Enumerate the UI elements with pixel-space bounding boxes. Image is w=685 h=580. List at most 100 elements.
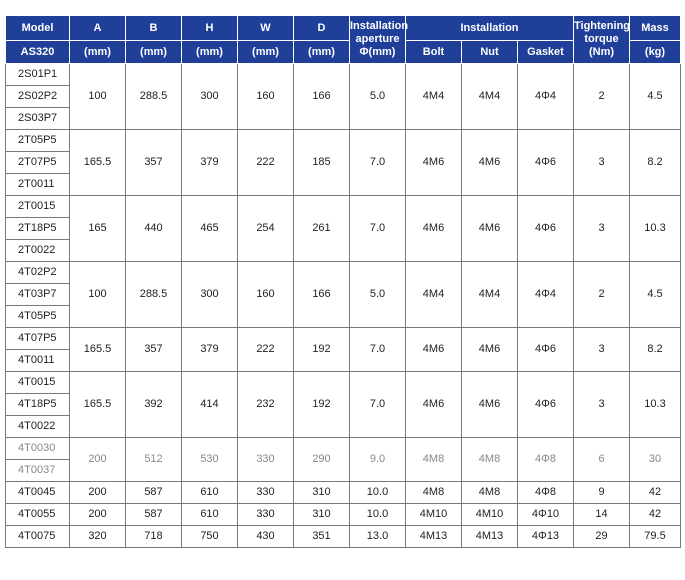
nut-cell: 4M4: [461, 261, 518, 328]
mass-cell: 4.5: [629, 63, 681, 130]
table-row: 2S02P2: [5, 85, 681, 108]
mass-cell: 10.3: [629, 371, 681, 438]
table-row: 4T0055 200 587 610 330 310 10.0 4M10 4M10 4Φ10 14 4…: [5, 503, 681, 526]
h-header: H: [181, 15, 238, 41]
table-row: 4T0075 320 718 750 430 351 13.0 4M13 4M13 4Φ13 29 7…: [5, 525, 681, 548]
a-cell: 100: [69, 63, 126, 130]
nut-cell: 4M8: [461, 481, 518, 504]
nut-cell: 4M8: [461, 437, 518, 482]
h-cell: 300: [181, 63, 238, 130]
model-cell: 4T0030: [5, 437, 70, 460]
h-cell: 300: [181, 261, 238, 328]
h-cell: 610: [181, 503, 238, 526]
model-cell: 4T03P7: [5, 283, 70, 306]
table-row: 2T0011: [5, 173, 681, 196]
table-row: 4T0011: [5, 349, 681, 372]
model-cell: 2T0015: [5, 195, 70, 218]
mass-cell: 42: [629, 481, 681, 504]
aperture-header: Installation aperture Φ(mm): [349, 15, 408, 64]
table-row: 4T0015 165.5 392 414 232 192 7.0 4M6 4M6 4Φ6 3 10.3: [5, 371, 681, 438]
h-cell: 465: [181, 195, 238, 262]
aperture-cell: 5.0: [349, 261, 406, 328]
mass-cell: 79.5: [629, 525, 681, 548]
installation-header: Installation: [405, 15, 574, 41]
b-cell: 392: [125, 371, 182, 438]
d-cell: 192: [293, 371, 350, 438]
model-sub-header: AS320: [5, 40, 70, 64]
b-cell: 357: [125, 129, 182, 196]
mass-header: Mass: [629, 15, 681, 41]
gasket-cell: 4Φ8: [517, 481, 574, 504]
b-cell: 288.5: [125, 261, 182, 328]
w-cell: 430: [237, 525, 294, 548]
w-unit: (mm): [237, 40, 294, 64]
model-header: Model: [5, 15, 70, 41]
d-header: D: [293, 15, 350, 41]
bolt-cell: 4M6: [405, 327, 462, 372]
table-row: 2T0015 165 440 465 254 261 7.0 4M6 4M6 4Φ6 3 10.3: [5, 195, 681, 262]
b-cell: 587: [125, 481, 182, 504]
aperture-cell: 5.0: [349, 63, 406, 130]
nut-cell: 4M10: [461, 503, 518, 526]
w-cell: 330: [237, 503, 294, 526]
nut-cell: 4M6: [461, 195, 518, 262]
mass-cell: 4.5: [629, 261, 681, 328]
table-row: 4T02P2 100 288.5 300 160 166 5.0 4M4 4M4 4Φ4 2 4.5: [5, 261, 681, 328]
d-unit: (mm): [293, 40, 350, 64]
model-cell: 4T0022: [5, 415, 70, 438]
d-cell: 166: [293, 261, 350, 328]
d-cell: 261: [293, 195, 350, 262]
dimension-spec-table: Model A B H W D Installation aperture Φ(…: [5, 15, 681, 548]
model-cell: 4T18P5: [5, 393, 70, 416]
table-row: 4T0022: [5, 415, 681, 438]
mass-cell: 30: [629, 437, 681, 482]
d-cell: 351: [293, 525, 350, 548]
h-unit: (mm): [181, 40, 238, 64]
a-cell: 165.5: [69, 371, 126, 438]
torque-header-unit: (Nm): [588, 46, 615, 58]
w-cell: 330: [237, 437, 294, 482]
w-cell: 330: [237, 481, 294, 504]
torque-cell: 3: [573, 129, 630, 196]
b-header: B: [125, 15, 182, 41]
model-cell: 2T05P5: [5, 129, 70, 152]
aperture-cell: 13.0: [349, 525, 406, 548]
torque-header-line2: torque: [584, 33, 619, 45]
b-cell: 440: [125, 195, 182, 262]
torque-cell: 29: [573, 525, 630, 548]
model-cell: 2S02P2: [5, 85, 70, 108]
torque-cell: 6: [573, 437, 630, 482]
model-cell: 4T0045: [5, 481, 70, 504]
aperture-header-line3: Φ(mm): [359, 46, 396, 58]
d-cell: 290: [293, 437, 350, 482]
gasket-cell: 4Φ6: [517, 129, 574, 196]
torque-cell: 9: [573, 481, 630, 504]
model-cell: 4T07P5: [5, 327, 70, 350]
aperture-cell: 7.0: [349, 371, 406, 438]
torque-cell: 3: [573, 195, 630, 262]
bolt-cell: 4M8: [405, 437, 462, 482]
model-cell: 4T02P2: [5, 261, 70, 284]
b-cell: 288.5: [125, 63, 182, 130]
nut-cell: 4M6: [461, 371, 518, 438]
d-cell: 192: [293, 327, 350, 372]
spec-table-body: 2S01P1 100 288.5 300 160 166 5.0 4M4 4M4 4Φ4 2 4.5 2…: [5, 63, 681, 548]
torque-cell: 3: [573, 327, 630, 372]
gasket-cell: 4Φ4: [517, 261, 574, 328]
bolt-header: Bolt: [405, 40, 462, 64]
d-cell: 166: [293, 63, 350, 130]
a-unit: (mm): [69, 40, 126, 64]
b-cell: 587: [125, 503, 182, 526]
w-cell: 254: [237, 195, 294, 262]
aperture-cell: 9.0: [349, 437, 406, 482]
bolt-cell: 4M13: [405, 525, 462, 548]
h-cell: 530: [181, 437, 238, 482]
header-row-bottom: AS320 (mm) (mm) (mm) (mm) (mm) Bolt Nut …: [5, 40, 681, 64]
a-cell: 165.5: [69, 327, 126, 372]
table-row: 4T0037: [5, 459, 681, 482]
torque-cell: 2: [573, 63, 630, 130]
table-row: 2T05P5 165.5 357 379 222 185 7.0 4M6 4M6 4Φ6 3 8.2: [5, 129, 681, 196]
w-cell: 160: [237, 261, 294, 328]
table-row: 4T07P5 165.5 357 379 222 192 7.0 4M6 4M6 4Φ6 3 8.2: [5, 327, 681, 372]
table-row: 4T05P5: [5, 305, 681, 328]
